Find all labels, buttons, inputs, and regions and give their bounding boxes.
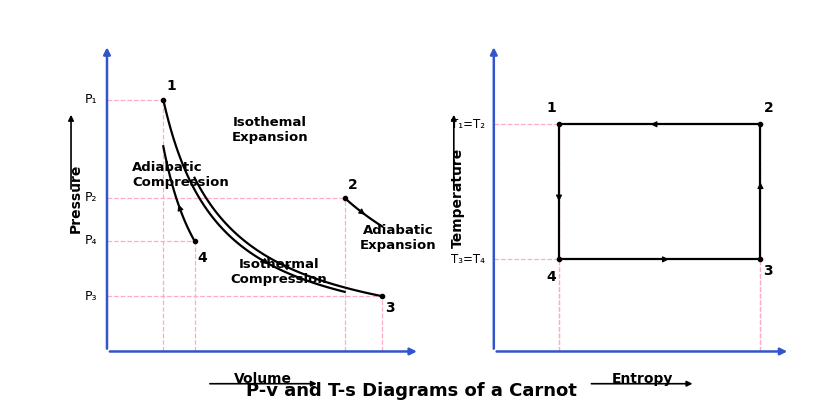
Text: T₃=T₄: T₃=T₄ <box>451 253 485 266</box>
Text: T₁=T₂: T₁=T₂ <box>451 118 485 131</box>
Text: Entropy: Entropy <box>611 372 672 386</box>
Text: Adiabatic
Compression: Adiabatic Compression <box>132 161 229 189</box>
Text: Adiabatic
Expansion: Adiabatic Expansion <box>360 224 436 252</box>
Text: 3: 3 <box>764 264 773 278</box>
Text: 4: 4 <box>546 270 556 284</box>
Text: Volume: Volume <box>235 372 292 386</box>
Text: Isothemal
Expansion: Isothemal Expansion <box>231 116 308 144</box>
Text: Pressure: Pressure <box>68 163 83 233</box>
Text: 1: 1 <box>166 80 176 93</box>
Text: 1: 1 <box>546 101 556 115</box>
Text: 2: 2 <box>348 178 357 192</box>
Text: P-v and T-s Diagrams of a Carnot: P-v and T-s Diagrams of a Carnot <box>246 382 577 400</box>
Text: 4: 4 <box>198 251 207 265</box>
Text: P₄: P₄ <box>85 234 98 247</box>
Text: P₁: P₁ <box>85 93 98 106</box>
Text: P₂: P₂ <box>85 191 98 204</box>
Text: Isothermal
Compression: Isothermal Compression <box>230 258 328 286</box>
Text: P₃: P₃ <box>85 290 98 303</box>
Text: 3: 3 <box>385 301 395 315</box>
Text: Temperature: Temperature <box>451 148 465 248</box>
Text: 2: 2 <box>764 101 773 115</box>
